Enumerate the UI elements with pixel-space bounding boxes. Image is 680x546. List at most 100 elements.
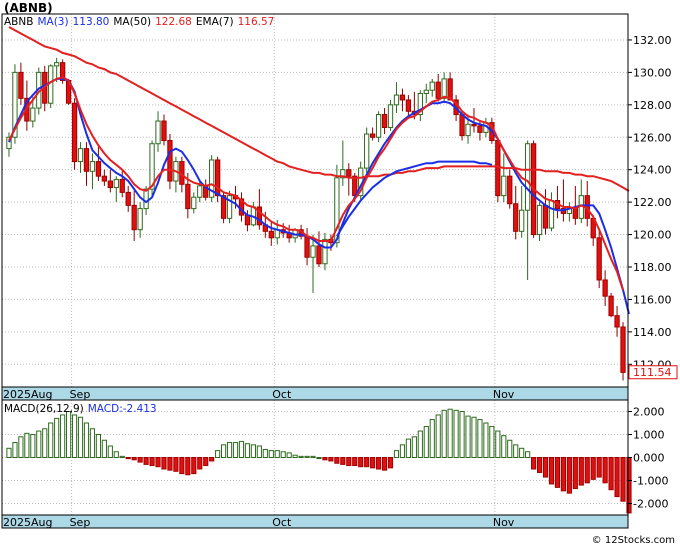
candle-27 [167, 134, 173, 190]
macd-bar-35 [215, 450, 221, 459]
candle-body-83 [501, 175, 507, 197]
macd-bar-77 [465, 415, 471, 459]
candle-63 [381, 108, 388, 135]
candle-body-14 [89, 161, 96, 172]
macd-bar-73 [441, 409, 447, 459]
candle-4 [30, 96, 36, 128]
candle-73 [441, 72, 447, 104]
candle-67 [405, 95, 412, 118]
candle-55 [334, 164, 340, 248]
candle-body-31 [191, 196, 197, 210]
candle-body-12 [77, 148, 84, 163]
macd-bar-50 [304, 455, 310, 459]
candle-body-24 [149, 143, 155, 190]
macd-bar-57 [346, 457, 352, 467]
candle-body-25 [155, 120, 161, 145]
macd-bar-29 [179, 457, 185, 475]
macd-bar-7 [48, 422, 54, 458]
candle-body-30 [185, 183, 191, 210]
macd-bar-32 [197, 457, 203, 470]
macd-bar-70 [423, 425, 429, 459]
macd-tick-label--1: -1.000 [633, 475, 668, 488]
candle-body-2 [18, 71, 24, 99]
candle-body-69 [417, 92, 423, 116]
macd-date-label-1: Sep [70, 516, 91, 529]
candle-94 [566, 202, 573, 222]
candle-16 [101, 169, 108, 186]
price-tick-label-120: 120.00 [633, 229, 672, 242]
candle-body-22 [137, 208, 143, 231]
candle-body-102 [614, 315, 620, 328]
price-legend-item-0: ABNB [4, 16, 34, 28]
candle-70 [423, 83, 429, 104]
macd-bar-27 [167, 457, 173, 471]
macd-bar-94 [566, 457, 572, 494]
price-tick-label-116: 116.00 [633, 293, 672, 306]
macd-histogram [6, 408, 632, 514]
candle-body-72 [435, 81, 441, 99]
macd-bar-39 [238, 440, 245, 458]
candle-62 [375, 111, 382, 143]
candle-65 [393, 82, 400, 113]
price-date-label-2: Oct [272, 388, 292, 401]
macd-bar-16 [101, 439, 107, 458]
macd-bar-42 [256, 445, 262, 458]
candle-97 [584, 181, 590, 227]
candle-51 [310, 234, 316, 293]
candle-body-86 [519, 209, 525, 232]
macd-bar-68 [411, 436, 417, 458]
candle-body-95 [572, 208, 578, 219]
candle-body-55 [334, 177, 340, 244]
candle-37 [226, 190, 233, 224]
macd-date-label-3: Nov [493, 516, 515, 529]
macd-bar-3 [24, 432, 30, 459]
candle-body-53 [322, 238, 328, 265]
candle-82 [495, 137, 501, 203]
candle-body-91 [548, 200, 555, 229]
candle-body-56 [340, 169, 346, 179]
macd-bar-8 [54, 417, 60, 458]
macd-bar-45 [274, 450, 280, 459]
candle-32 [197, 179, 203, 203]
macd-bar-19 [119, 455, 125, 459]
macd-bar-72 [435, 414, 441, 459]
candle-64 [387, 99, 394, 131]
candle-body-18 [113, 178, 119, 189]
candle-body-13 [83, 148, 90, 172]
candle-body-44 [268, 230, 274, 239]
candle-34 [209, 155, 215, 203]
macd-tick-label-0: 0.000 [633, 452, 665, 465]
candle-19 [119, 169, 125, 198]
series-line-0 [8, 77, 630, 315]
candle-body-51 [310, 245, 316, 258]
macd-bar-43 [262, 448, 268, 459]
candle-body-19 [119, 178, 125, 193]
candle-22 [137, 202, 143, 238]
price-legend-item-6: 116.57 [237, 16, 275, 28]
candle-44 [268, 221, 274, 246]
macd-bar-97 [584, 457, 590, 484]
macd-tick-label-1: 1.000 [633, 429, 665, 442]
macd-bar-69 [417, 430, 423, 458]
macd-bar-25 [155, 457, 161, 468]
candle-60 [364, 127, 370, 173]
macd-bar-40 [244, 443, 251, 459]
candle-71 [429, 78, 435, 97]
candle-95 [572, 185, 578, 225]
macd-bar-5 [36, 430, 42, 458]
macd-bar-83 [501, 435, 507, 458]
candle-body-99 [596, 237, 602, 281]
candle-body-26 [161, 120, 167, 141]
candle-66 [399, 88, 406, 112]
macd-bar-99 [596, 457, 602, 478]
macd-bar-92 [554, 457, 561, 488]
candle-17 [107, 169, 113, 193]
candle-86 [519, 185, 525, 238]
candle-body-11 [71, 102, 78, 163]
candle-body-16 [101, 175, 108, 182]
macd-bar-66 [399, 444, 406, 459]
candle-body-70 [423, 89, 429, 94]
price-legend-item-5: EMA(7) [195, 16, 234, 28]
macd-bar-15 [95, 434, 101, 458]
macd-bar-13 [83, 422, 90, 458]
